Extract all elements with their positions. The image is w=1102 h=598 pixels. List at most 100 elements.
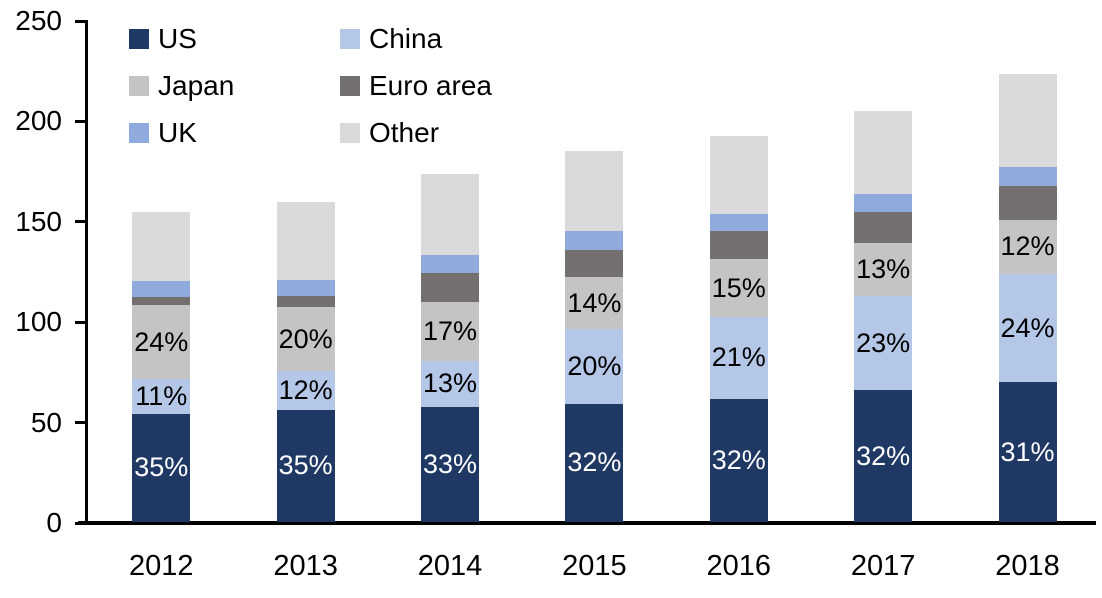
pct-label: 13% — [856, 254, 911, 284]
pct-label: 15% — [711, 272, 766, 303]
pct-label: 12% — [1000, 231, 1055, 262]
pct-label: 11% — [135, 381, 188, 412]
legend-item-us: US — [129, 25, 340, 53]
x-category-label: 2017 — [850, 550, 916, 582]
y-tick-label: 250 — [15, 5, 62, 36]
segment-uk — [854, 193, 913, 212]
pct-label: 12% — [278, 374, 333, 405]
segment-other — [854, 111, 913, 194]
segment-us: 32% — [565, 403, 624, 522]
legend-item-other: Other — [340, 119, 492, 147]
pct-label: 17% — [423, 316, 478, 347]
segment-uk — [276, 280, 335, 297]
segment-japan: 20% — [276, 307, 335, 372]
y-tick-mark — [75, 421, 86, 425]
y-tick-label: 150 — [15, 205, 62, 237]
segment-euro-area — [132, 297, 191, 306]
y-tick-mark — [75, 19, 86, 23]
legend-label: US — [158, 23, 197, 54]
segment-other — [421, 173, 480, 255]
segment-euro-area — [276, 296, 335, 308]
legend-label: China — [369, 23, 443, 54]
x-category-label: 2012 — [129, 550, 194, 582]
segment-other — [565, 150, 624, 231]
pct-label: 32% — [567, 447, 622, 478]
segment-other — [998, 74, 1057, 167]
pct-label: 13% — [423, 368, 478, 399]
legend-label: UK — [158, 117, 197, 148]
y-tick-label: 0 — [46, 507, 62, 538]
segment-japan: 14% — [565, 277, 624, 330]
pct-label: 21% — [711, 342, 766, 373]
bar-2014: 33% 13% 17% — [421, 20, 480, 522]
x-category-label: 2013 — [273, 550, 338, 582]
bar-2015: 32% 20% 14% — [565, 20, 624, 522]
segment-other — [132, 211, 191, 282]
pct-label: 23% — [856, 327, 911, 358]
y-tick-mark — [75, 220, 86, 224]
segment-us: 31% — [998, 382, 1057, 522]
y-tick-mark — [75, 521, 86, 525]
segment-china: 23% — [854, 296, 913, 391]
y-tick-label: 50 — [30, 406, 62, 438]
pct-label: 20% — [278, 323, 333, 354]
segment-uk — [421, 254, 480, 274]
y-tick-mark — [75, 119, 86, 123]
legend-label: Other — [369, 117, 440, 148]
pct-label: 35% — [278, 450, 333, 481]
y-tick-label: 100 — [15, 306, 62, 338]
pct-label: 20% — [567, 350, 622, 381]
pct-label: 14% — [567, 287, 622, 318]
legend-item-china: China — [340, 25, 492, 53]
segment-uk — [998, 166, 1057, 186]
x-category-label: 2018 — [995, 550, 1060, 582]
segment-euro-area — [565, 249, 624, 278]
legend-item-uk: UK — [129, 119, 340, 147]
segment-us: 35% — [132, 413, 191, 522]
pct-label: 32% — [856, 440, 911, 471]
x-category-label: 2014 — [417, 550, 483, 582]
segment-euro-area — [998, 185, 1057, 220]
y-tick-label: 200 — [15, 105, 62, 137]
legend-item-japan: Japan — [129, 72, 340, 100]
x-category-label: 2015 — [562, 550, 627, 582]
bar-2016: 32% 21% 15% — [709, 20, 768, 522]
segment-us: 35% — [276, 409, 335, 522]
segment-euro-area — [421, 273, 480, 303]
pct-label: 24% — [134, 326, 189, 357]
segment-china: 24% — [998, 274, 1057, 383]
bar-2017: 32% 23% 13% — [854, 20, 913, 522]
segment-china: 11% — [132, 379, 191, 414]
bar-2018: 31% 24% 12% — [998, 20, 1057, 522]
pct-label: 35% — [134, 452, 189, 483]
legend: US Japan UK China Euro area Other — [129, 25, 492, 147]
segment-euro-area — [854, 211, 913, 243]
segment-japan: 15% — [709, 258, 768, 318]
legend-swatch — [340, 123, 360, 143]
legend-item-euro-area: Euro area — [340, 72, 492, 100]
legend-swatch — [129, 76, 149, 96]
segment-japan: 17% — [421, 302, 480, 362]
segment-japan: 24% — [132, 305, 191, 380]
y-axis-line — [85, 20, 88, 525]
segment-china: 21% — [709, 317, 768, 399]
segment-us: 32% — [854, 390, 913, 522]
pct-label: 31% — [1000, 436, 1055, 467]
bar-2013: 35% 12% 20% — [276, 20, 335, 522]
segment-china: 20% — [565, 329, 624, 404]
x-category-label: 2016 — [706, 550, 772, 582]
pct-label: 33% — [423, 448, 478, 479]
pct-label: 24% — [1000, 312, 1055, 343]
segment-uk — [709, 213, 768, 231]
segment-us: 33% — [421, 406, 480, 522]
segment-other — [709, 136, 768, 214]
legend-swatch — [340, 29, 360, 49]
bar-2012: 35% 11% 24% — [132, 20, 191, 522]
x-axis-line — [78, 521, 1096, 525]
pct-label: 32% — [711, 444, 766, 475]
segment-china: 13% — [421, 361, 480, 407]
segment-china: 12% — [276, 371, 335, 410]
segment-us: 32% — [709, 398, 768, 522]
legend-swatch — [340, 76, 360, 96]
